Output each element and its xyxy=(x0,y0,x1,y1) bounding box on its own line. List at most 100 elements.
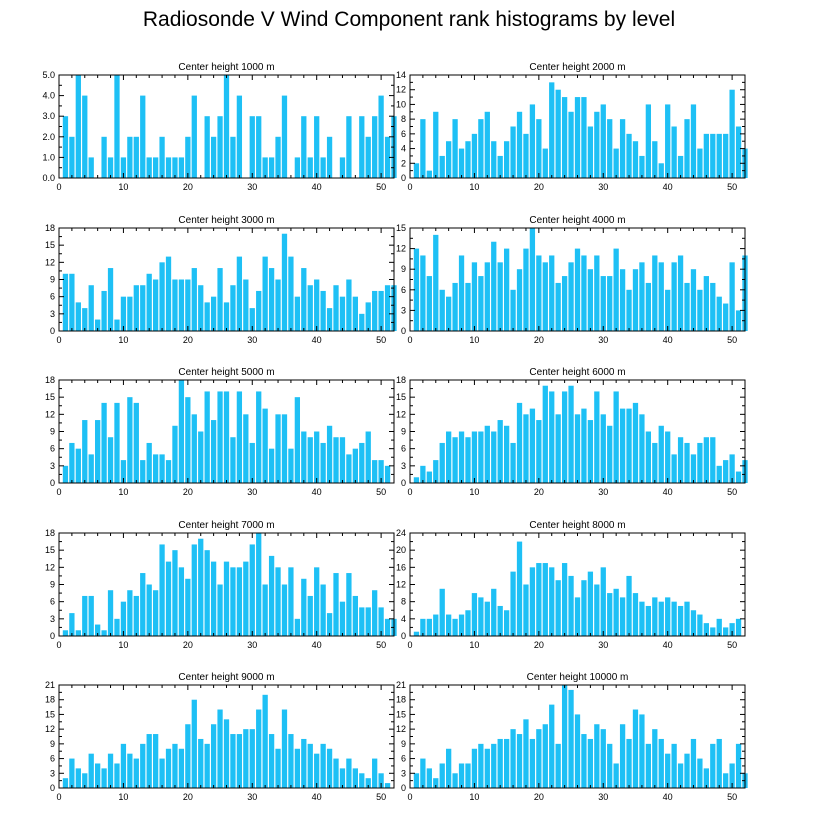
bar-rank-7 xyxy=(452,282,458,331)
bar-rank-32 xyxy=(262,408,268,483)
x-tick-label: 0 xyxy=(407,640,412,650)
x-tick-label: 0 xyxy=(56,487,61,497)
y-tick-label: 0 xyxy=(401,173,406,183)
bar-rank-37 xyxy=(645,605,652,636)
x-tick-label: 50 xyxy=(727,640,737,650)
y-tick-label: 0 xyxy=(401,783,406,793)
y-tick-label: 15 xyxy=(45,240,55,250)
bar-rank-35 xyxy=(632,269,639,331)
bar-rank-19 xyxy=(529,567,536,636)
bar-rank-21 xyxy=(191,95,197,178)
bar-rank-4 xyxy=(82,95,88,178)
bar-rank-48 xyxy=(716,618,722,636)
bar-rank-22 xyxy=(198,431,204,483)
bar-rank-24 xyxy=(210,296,217,331)
x-tick-label: 10 xyxy=(469,792,479,802)
bar-rank-3 xyxy=(426,471,432,483)
bar-rank-10 xyxy=(471,593,478,636)
bar-rank-12 xyxy=(133,136,139,178)
bar-rank-51 xyxy=(384,783,391,788)
bar-rank-32 xyxy=(262,694,268,788)
bar-rank-51 xyxy=(735,471,742,483)
bar-rank-12 xyxy=(133,285,139,331)
chart-panel-1: Center height 1000 m 0 10 20 30 40 50 0.0 1.0 2.0… xyxy=(42,62,397,192)
bar-rank-34 xyxy=(275,567,281,636)
bar-rank-45 xyxy=(697,289,703,331)
bar-rank-24 xyxy=(210,561,217,636)
bar-rank-43 xyxy=(333,758,339,788)
x-tick-label: 50 xyxy=(727,182,737,192)
y-tick-label: 8 xyxy=(401,114,406,124)
bar-rank-30 xyxy=(600,729,606,788)
bar-rank-15 xyxy=(503,738,510,788)
bar-rank-14 xyxy=(497,262,503,331)
bar-rank-17 xyxy=(516,111,523,178)
y-tick-label: 0 xyxy=(401,631,406,641)
bar-rank-17 xyxy=(516,734,523,788)
x-tick-label: 10 xyxy=(469,335,479,345)
bar-rank-9 xyxy=(465,610,471,636)
bar-rank-43 xyxy=(684,282,690,331)
bar-rank-8 xyxy=(107,753,114,788)
bar-rank-42 xyxy=(326,425,333,483)
bar-rank-40 xyxy=(314,567,320,636)
y-tick-label: 6 xyxy=(401,754,406,764)
bar-rank-2 xyxy=(69,613,75,636)
y-tick-label: 9 xyxy=(50,427,55,437)
y-tick-label: 0 xyxy=(50,326,55,336)
bar-rank-28 xyxy=(236,391,243,483)
bar-rank-49 xyxy=(372,290,378,331)
bar-rank-34 xyxy=(626,289,632,331)
bar-rank-13 xyxy=(491,431,497,483)
bar-rank-16 xyxy=(510,571,516,636)
bar-rank-23 xyxy=(204,302,210,331)
bar-rank-20 xyxy=(536,420,542,483)
bar-rank-8 xyxy=(107,590,114,636)
bar-rank-31 xyxy=(607,743,613,788)
bar-rank-18 xyxy=(523,133,529,178)
bar-rank-35 xyxy=(632,402,639,483)
bar-rank-15 xyxy=(503,248,510,331)
y-tick-label: 6 xyxy=(401,129,406,139)
bar-rank-35 xyxy=(632,593,639,636)
y-tick-label: 12 xyxy=(396,724,406,734)
bar-rank-49 xyxy=(372,116,378,178)
bar-rank-50 xyxy=(729,89,735,178)
bar-rank-42 xyxy=(677,605,684,636)
bar-rank-33 xyxy=(619,119,626,178)
bar-rank-23 xyxy=(204,743,210,788)
bar-rank-6 xyxy=(95,319,101,331)
bar-rank-24 xyxy=(561,563,568,636)
bar-rank-5 xyxy=(88,285,94,331)
bar-rank-50 xyxy=(378,290,384,331)
bar-rank-32 xyxy=(262,157,268,178)
bar-rank-41 xyxy=(320,743,326,788)
figure-title: Radiosonde V Wind Component rank histogr… xyxy=(142,8,676,31)
bar-rank-26 xyxy=(574,714,581,788)
bar-rank-10 xyxy=(120,460,127,483)
bar-rank-49 xyxy=(723,133,729,178)
bar-rank-10 xyxy=(471,133,478,178)
bar-rank-46 xyxy=(703,623,709,636)
bar-rank-45 xyxy=(697,442,703,483)
bar-rank-18 xyxy=(172,157,178,178)
bar-rank-14 xyxy=(146,734,152,788)
bar-rank-31 xyxy=(256,709,262,788)
bar-rank-29 xyxy=(594,724,600,788)
bar-rank-5 xyxy=(439,763,445,788)
bar-rank-3 xyxy=(75,75,81,178)
bar-rank-1 xyxy=(62,465,69,483)
bar-rank-26 xyxy=(574,414,581,483)
y-tick-label: 9 xyxy=(401,264,406,274)
bar-rank-32 xyxy=(613,148,619,178)
bar-rank-44 xyxy=(339,157,346,178)
bar-rank-15 xyxy=(152,590,159,636)
bar-rank-35 xyxy=(281,584,288,636)
bar-rank-13 xyxy=(140,285,146,331)
bar-rank-22 xyxy=(198,285,204,331)
bar-rank-19 xyxy=(529,408,536,483)
bar-rank-18 xyxy=(523,719,529,788)
bar-rank-20 xyxy=(185,578,191,636)
x-tick-label: 20 xyxy=(183,182,193,192)
